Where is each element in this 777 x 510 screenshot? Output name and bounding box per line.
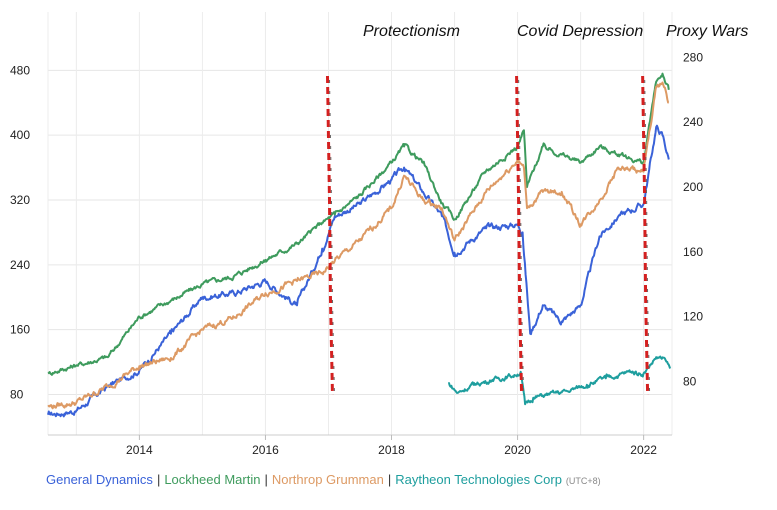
x-tick-label: 2018 <box>378 443 405 457</box>
legend-item[interactable]: Raytheon Technologies Corp <box>395 472 562 487</box>
series-line-northrop-grumman <box>47 81 670 410</box>
series-layer <box>47 72 672 418</box>
axis-layer: 80 160 240 320 400 480 80 120 160 200 240 280 2014 20… <box>10 50 703 457</box>
annotation-label: Protectionism <box>363 23 460 40</box>
y-right-tick-label: 280 <box>683 50 703 64</box>
timezone-note: (UTC+8) <box>565 476 601 486</box>
y-right-tick-label: 160 <box>683 245 703 259</box>
x-tick-label: 2014 <box>126 443 153 457</box>
series-line-general-dynamics <box>47 124 670 418</box>
y-right-tick-label: 240 <box>683 115 703 129</box>
x-tick-label: 2020 <box>504 443 531 457</box>
y-left-tick-label: 160 <box>10 323 30 337</box>
y-right-tick-label: 120 <box>683 310 703 324</box>
y-left-tick-label: 320 <box>10 193 30 207</box>
y-left-tick-label: 240 <box>10 258 30 272</box>
legend-item[interactable]: General Dynamics <box>46 472 153 487</box>
series-line-lockheed-martin <box>47 72 670 376</box>
annotation-layer: Protectionism Covid Depression Proxy Wars <box>325 23 748 396</box>
chart-legend: General Dynamics | Lockheed Martin | Northro… <box>46 472 601 487</box>
legend-item[interactable]: Northrop Grumman <box>271 472 384 487</box>
legend-separator: | <box>156 472 161 487</box>
x-tick-label: 2016 <box>252 443 279 457</box>
series-line-raytheon-technologies-corp <box>448 355 672 406</box>
legend-separator: | <box>387 472 392 487</box>
y-left-tick-label: 480 <box>10 63 30 77</box>
legend-item[interactable]: Lockheed Martin <box>164 472 261 487</box>
annotation-label: Covid Depression <box>517 23 643 40</box>
annotation-label: Proxy Wars <box>666 23 748 40</box>
x-tick-label: 2022 <box>630 443 657 457</box>
y-left-tick-label: 80 <box>10 387 24 401</box>
legend-separator: | <box>264 472 268 487</box>
y-left-tick-label: 400 <box>10 128 30 142</box>
y-right-tick-label: 80 <box>683 375 697 389</box>
y-right-tick-label: 200 <box>683 180 703 194</box>
